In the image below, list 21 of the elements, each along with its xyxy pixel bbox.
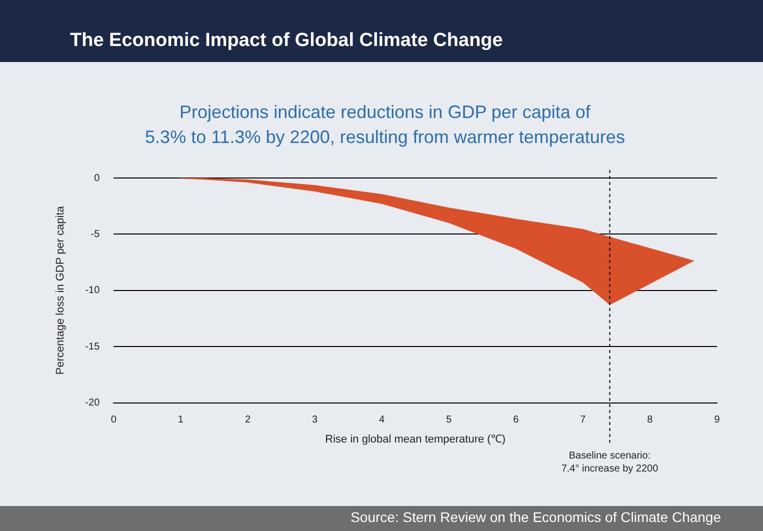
x-tick-label: 1 [178,414,184,426]
x-tick-label: 3 [312,414,318,426]
x-tick-label: 2 [244,414,251,426]
x-tick-label: 8 [647,414,654,426]
x-tick-label: 4 [379,414,386,426]
x-tick-label: 9 [714,414,720,426]
y-tick-label: -15 [85,341,100,352]
x-tick-label: 5 [446,414,452,426]
x-tick-label: 0 [110,414,117,426]
y-tick-label: -20 [85,398,100,409]
y-axis-title: Percentage loss in GDP per capita [54,205,67,375]
x-tick-label: 7 [580,414,586,426]
y-tick-label: -5 [90,228,100,240]
y-tick-label: -10 [85,285,100,296]
x-axis-title: Rise in global mean temperature (℃) [325,433,506,446]
x-tick-label: 6 [513,414,520,426]
ref-line-label: Baseline scenario: 7.4° increase by 2200 [561,450,659,475]
y-tick-label: 0 [94,172,100,184]
chart-title: The Economic Impact of Global Climate Change [70,30,503,52]
source-note: Source: Stern Review on the Economics of Climate Change [350,509,721,525]
chart-subtitle: Projections indicate reductions in GDP per capita of 5.3% to 11.3% by 2200, resulting from warmer temperatures [144,101,626,149]
